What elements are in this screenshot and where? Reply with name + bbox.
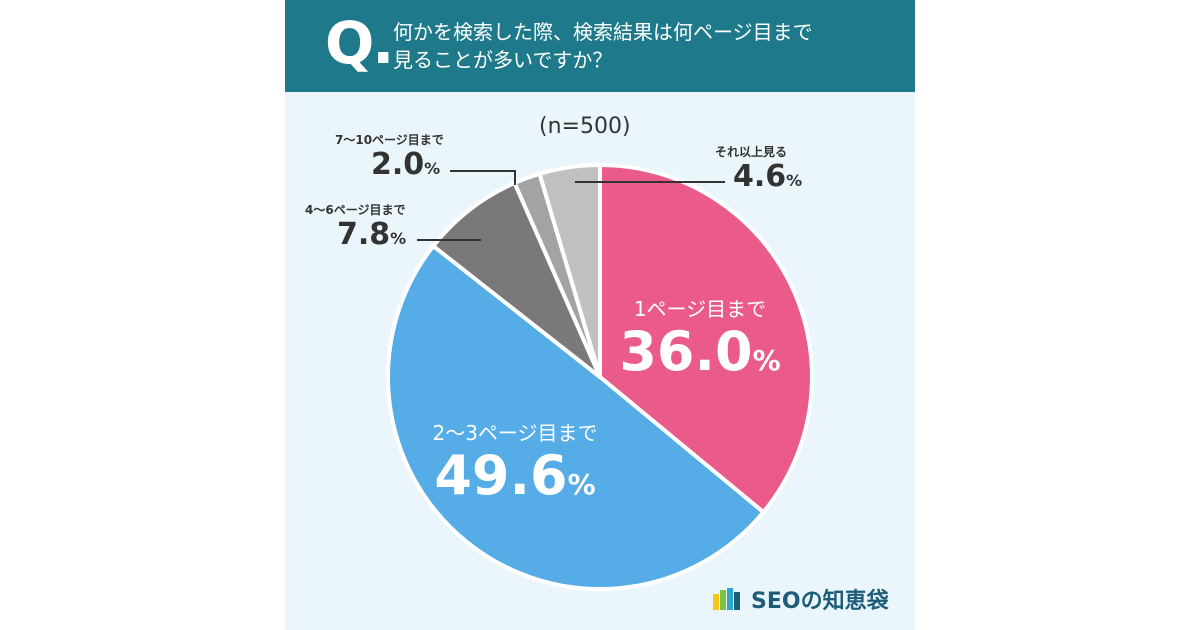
label-page7-10: 7〜10ページ目まで 2.0% [335,132,444,186]
leader-line-page7-10 [450,170,516,185]
brand-logo-bar [720,590,726,610]
question-header: Q. 何かを検索した際、検索結果は何ページ目まで 見ることが多いですか？ [285,0,915,92]
slice-value-page1: 36.0% [619,320,781,383]
brand-logo-icon [713,588,745,610]
slice-page2-3 [386,244,766,591]
slice-label-page4-6: 4〜6ページ目まで [305,203,406,217]
chart-card: Q. 何かを検索した際、検索結果は何ページ目まで 見ることが多いですか？ (n=… [285,0,915,630]
brand-logo-bar [713,594,719,610]
slice-value-page7-10: 2.0% [371,147,441,182]
sample-size: (n=500) [539,114,631,139]
label-more: それ以上見る 4.6% [715,144,802,198]
question-line-1: 何かを検索した際、検索結果は何ページ目まで [393,20,813,44]
question-line-2: 見ることが多いですか？ [393,48,613,72]
slice-label-page1: 1ページ目まで [633,297,767,321]
pie-chart [386,163,814,591]
slice-value-more: 4.6% [733,159,803,194]
slice-page4-6 [431,180,602,379]
brand-logo-bar [727,588,733,610]
question-text: 何かを検索した際、検索結果は何ページ目まで 見ることが多いですか？ [393,18,893,74]
slice-label-page2-3: 2〜3ページ目まで [432,421,598,445]
label-page2-3: 2〜3ページ目まで 49.6% [415,420,615,515]
brand-name: SEOの知恵袋 [751,589,889,614]
question-mark: Q. [325,9,394,77]
slice-value-page2-3: 49.6% [434,444,596,507]
slice-label-page7-10: 7〜10ページ目まで [335,133,444,147]
brand-logo: SEOの知恵袋 [713,583,889,615]
slice-label-more: それ以上見る [715,145,788,159]
slice-page1 [598,163,814,515]
label-page1: 1ページ目まで 36.0% [615,296,785,391]
label-page4-6: 4〜6ページ目まで 7.8% [305,202,406,256]
slice-more [537,163,602,379]
slice-value-page4-6: 7.8% [337,217,407,252]
brand-logo-bar [734,592,740,610]
